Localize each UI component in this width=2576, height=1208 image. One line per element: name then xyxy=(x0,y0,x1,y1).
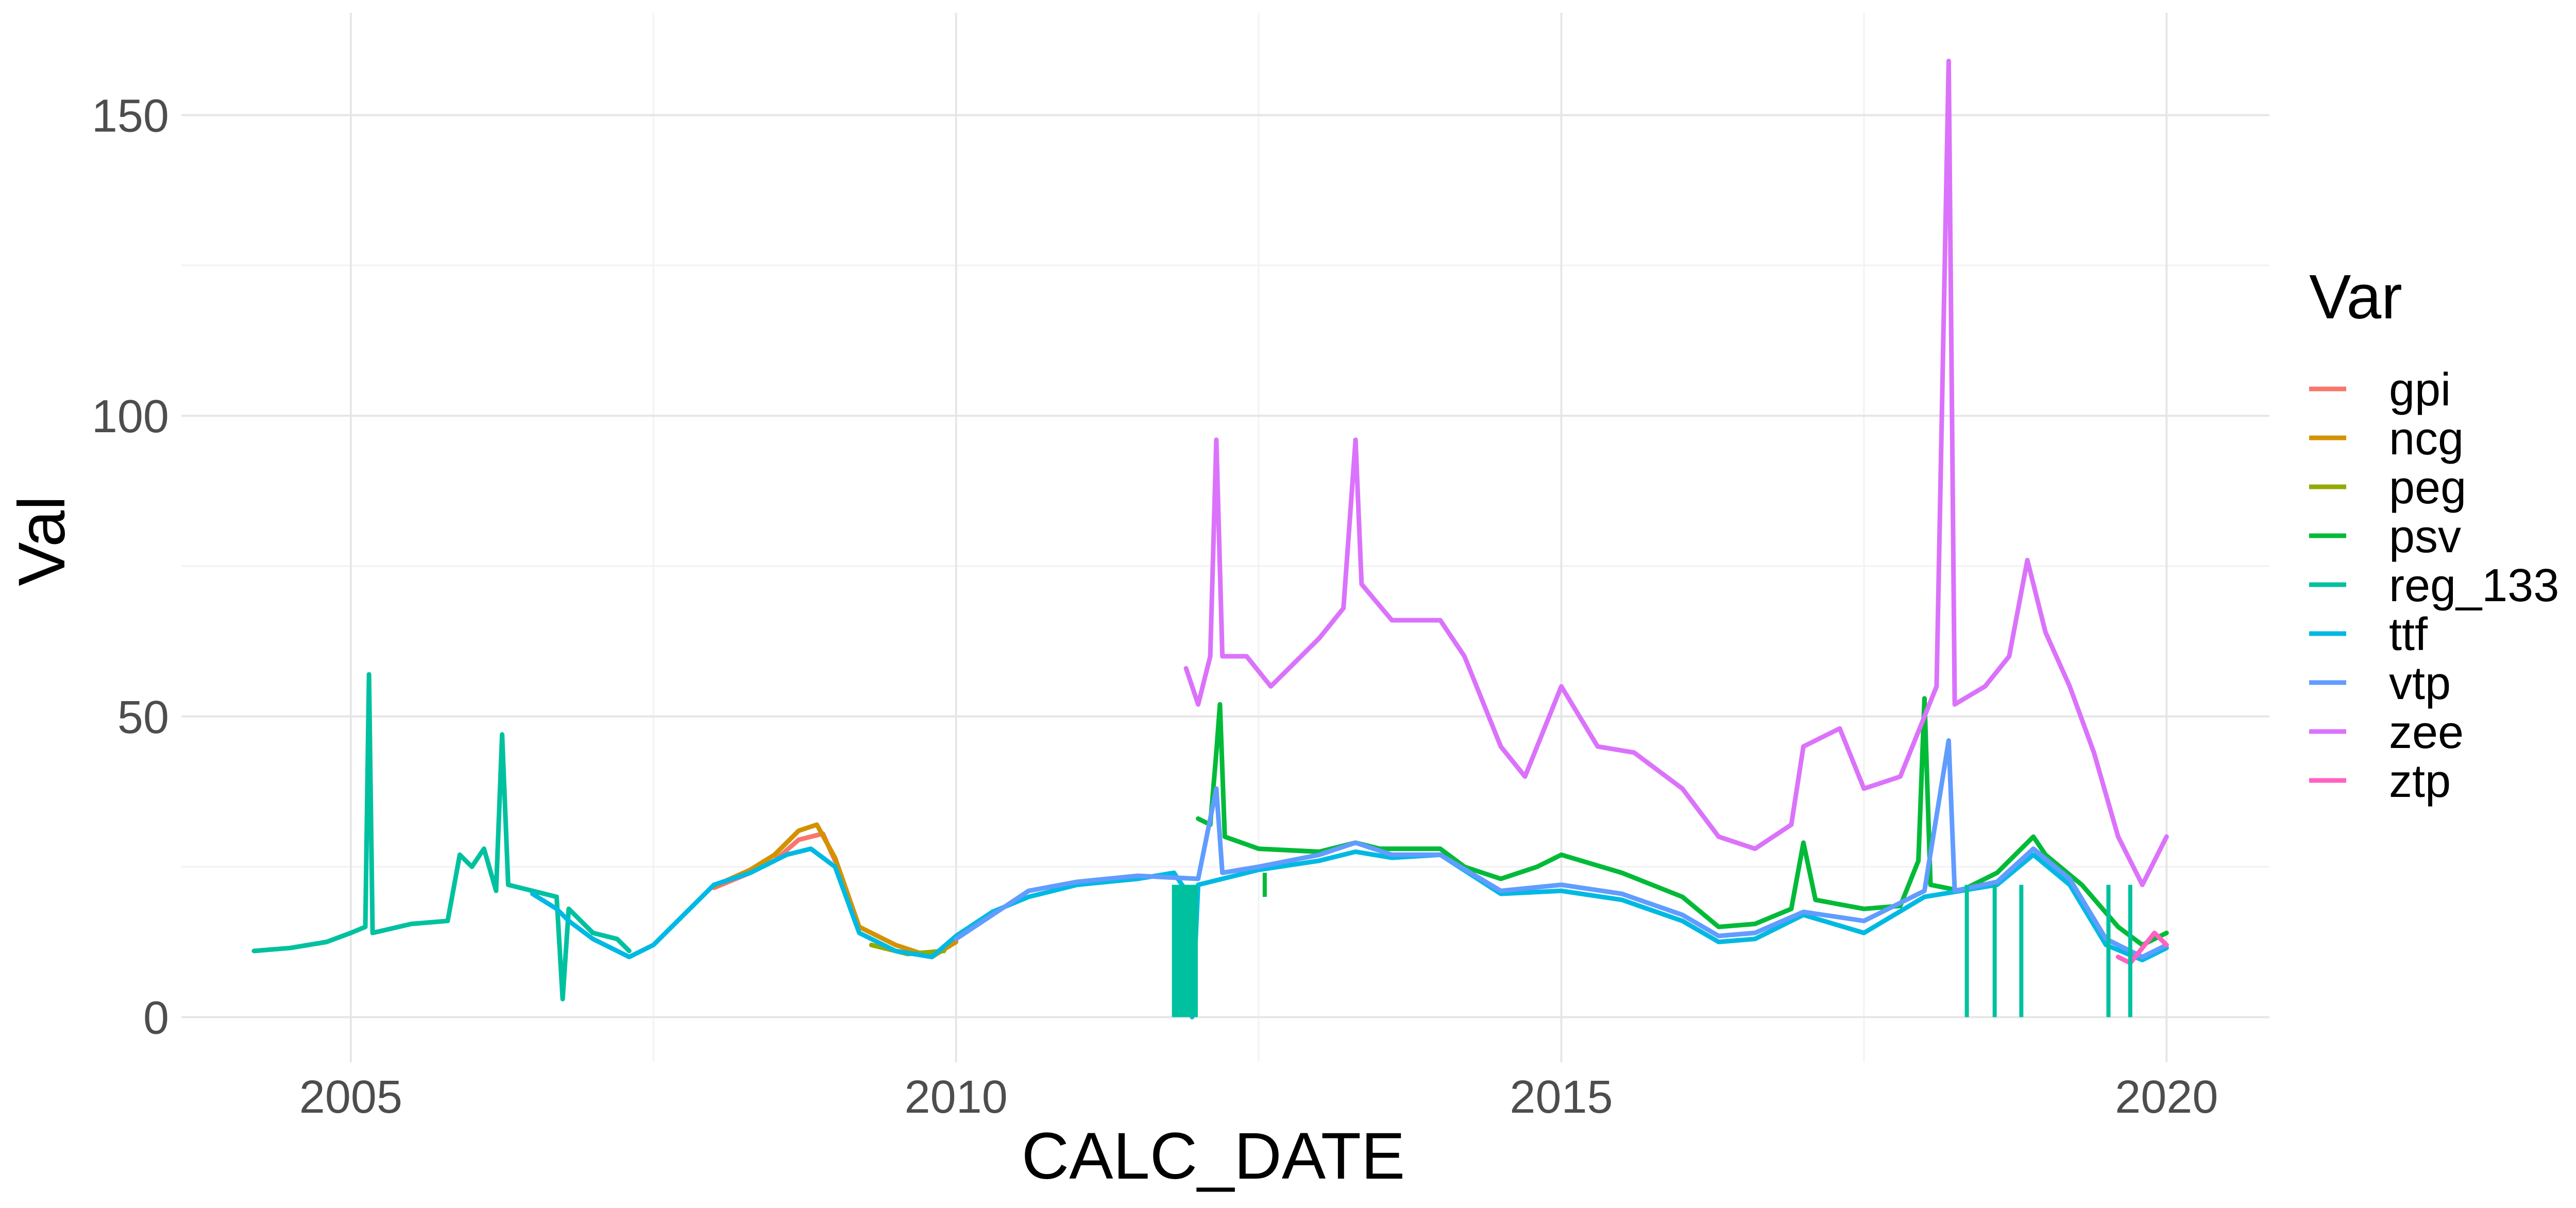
legend-label-peg: peg xyxy=(2389,462,2466,514)
legend-label-reg_133: reg_133 xyxy=(2389,560,2559,611)
x-tick-label: 2015 xyxy=(1510,1071,1613,1123)
series-line-ncg xyxy=(711,822,959,960)
legend-label-psv: psv xyxy=(2389,511,2461,563)
x-tick-label: 2005 xyxy=(299,1071,402,1123)
grid-minor xyxy=(181,13,2269,1062)
x-tick-labels: 2005 2010 2015 2020 xyxy=(299,1071,2218,1123)
grid-major xyxy=(181,13,2269,1062)
y-tick-label: 50 xyxy=(117,692,169,743)
y-tick-labels: 0 50 100 150 xyxy=(92,90,169,1044)
x-tick-label: 2010 xyxy=(905,1071,1008,1123)
series-line-psv xyxy=(1196,696,2169,947)
legend-label-ncg: ncg xyxy=(2389,413,2464,465)
legend-title: Var xyxy=(2309,262,2402,332)
legend-label-zee: zee xyxy=(2389,707,2464,758)
series-layer xyxy=(251,58,2169,1019)
y-tick-label: 150 xyxy=(92,90,169,142)
series-line-zee xyxy=(1183,58,2169,888)
legend-label-ttf: ttf xyxy=(2389,609,2428,660)
x-axis-title: CALC_DATE xyxy=(1022,1119,1405,1193)
legend-label-ztp: ztp xyxy=(2389,756,2451,807)
series-line-vtp xyxy=(954,738,2169,960)
y-axis-title: Val xyxy=(5,496,79,586)
y-tick-label: 100 xyxy=(92,391,169,443)
series-line-ztp xyxy=(2115,930,2169,965)
legend-label-vtp: vtp xyxy=(2389,658,2451,709)
y-tick-label: 0 xyxy=(143,992,169,1044)
x-tick-label: 2020 xyxy=(2115,1071,2218,1123)
legend-label-gpi: gpi xyxy=(2389,364,2451,416)
series-line-reg_133 xyxy=(251,672,632,1001)
